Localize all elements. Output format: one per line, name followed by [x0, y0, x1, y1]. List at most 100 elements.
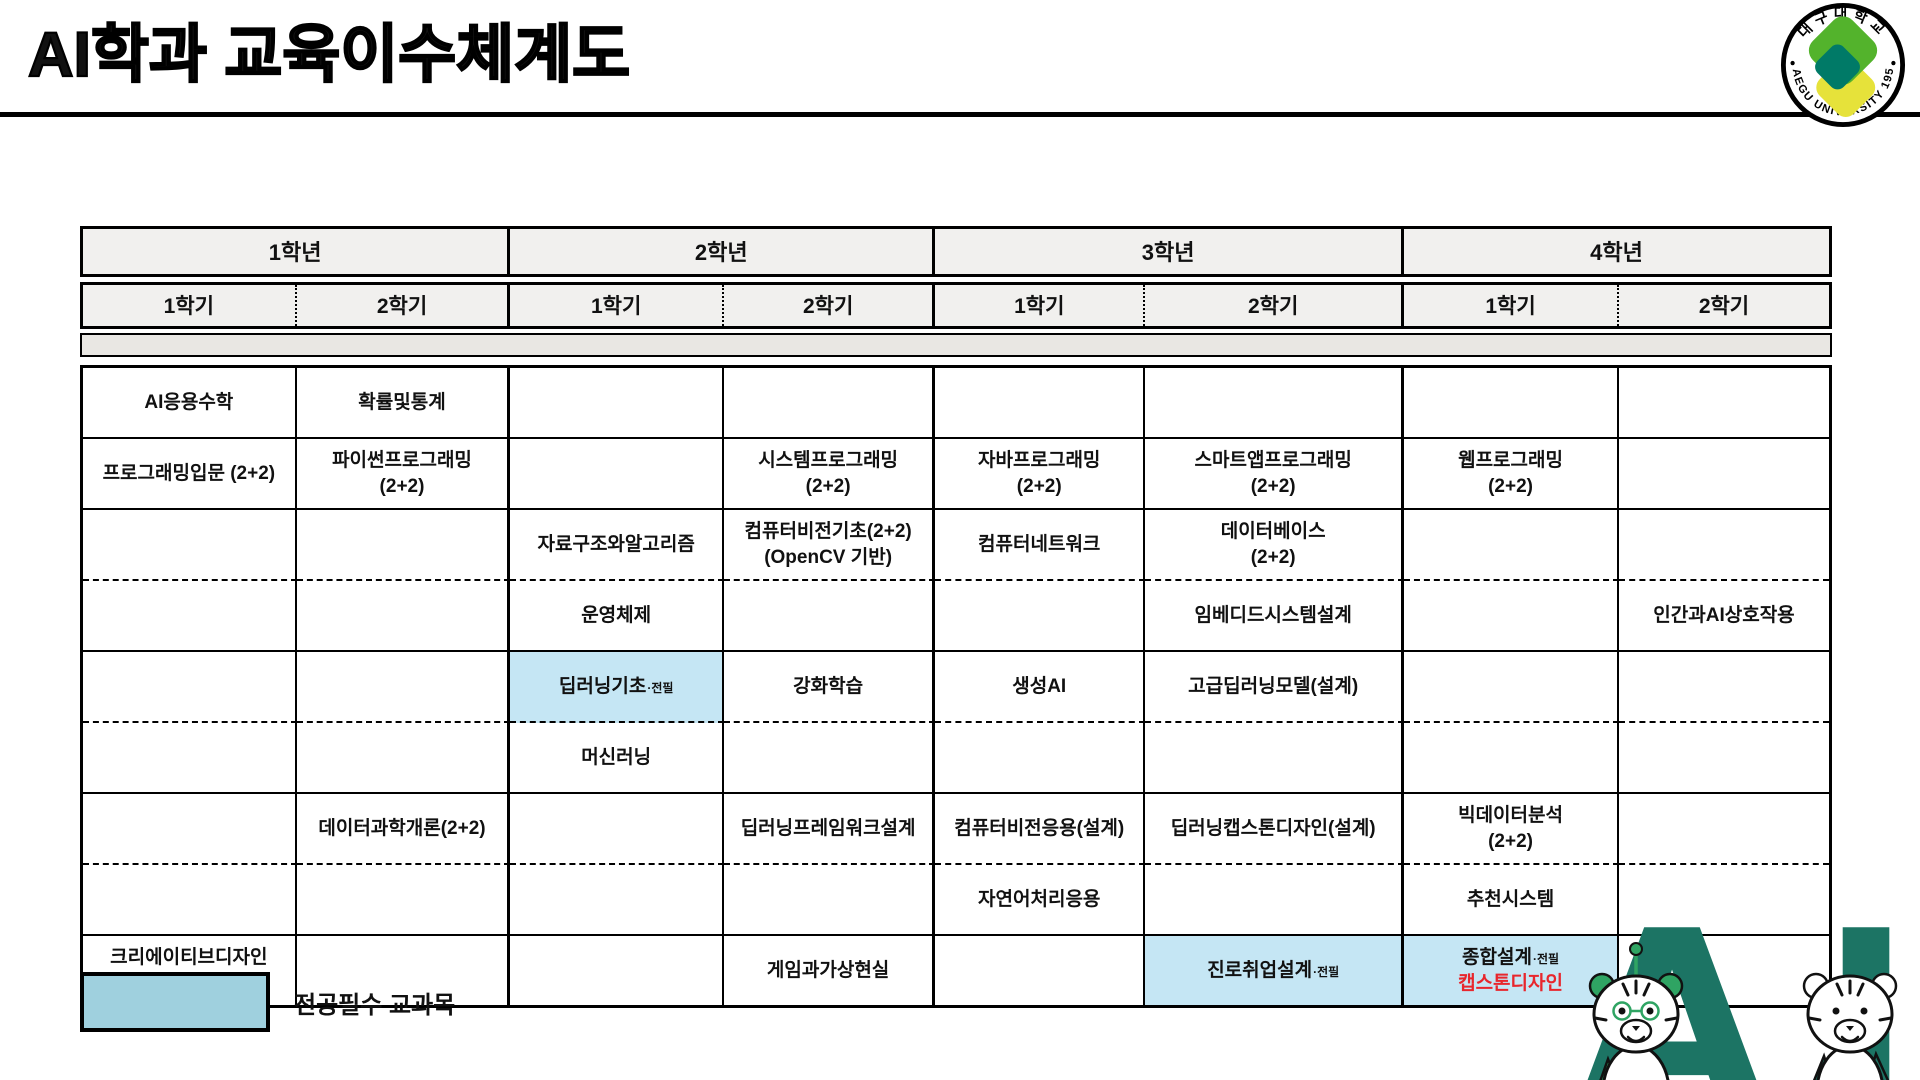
- course-name: 게임과가상현실: [766, 959, 890, 981]
- empty-cell: [1618, 794, 1829, 865]
- course-subtitle: (2+2): [1250, 475, 1296, 497]
- course-cell: 데이터과학개론(2+2): [296, 794, 511, 865]
- course-name: 데이터베이스: [1220, 520, 1326, 542]
- empty-cell: [935, 368, 1146, 439]
- empty-cell: [83, 510, 297, 581]
- empty-cell: [1145, 865, 1405, 936]
- empty-cell: [510, 439, 724, 510]
- empty-cell: [1404, 723, 1619, 794]
- header-divider-line: [0, 112, 1920, 117]
- course-cell: 시스템프로그래밍 (2+2): [724, 439, 936, 510]
- empty-cell: [1618, 865, 1829, 936]
- mascot-tiger-robot-icon: [1588, 942, 1684, 1080]
- course-cell: 스마트앱프로그래밍 (2+2): [1145, 439, 1405, 510]
- course-name: 자바프로그래밍: [978, 449, 1101, 471]
- course-cell: 딥러닝캡스톤디자인(설계): [1145, 794, 1405, 865]
- course-name: 프로그래밍입문 (2+2): [102, 462, 276, 484]
- course-cell: 파이썬프로그래밍 (2+2): [296, 439, 511, 510]
- course-name: 스마트앱프로그래밍: [1194, 449, 1352, 471]
- semester-header: 2학기: [1698, 295, 1750, 318]
- empty-cell: [724, 581, 936, 652]
- empty-cell: [1618, 439, 1829, 510]
- course-subtitle: (2+2): [1488, 830, 1533, 852]
- course-cell: 데이터베이스 (2+2): [1145, 510, 1405, 581]
- course-name: 자료구조와알고리즘: [537, 533, 695, 555]
- course-name: 컴퓨터네트워크: [978, 533, 1101, 555]
- course-subtitle: (2+2): [1016, 475, 1062, 497]
- course-name: 크리에이티브디자인: [110, 946, 268, 968]
- course-name: 빅데이터분석: [1458, 804, 1563, 826]
- course-name: 진로취업설계·전필: [1207, 959, 1340, 981]
- empty-cell: [510, 865, 724, 936]
- course-cell: 종합설계·전필 캡스톤디자인: [1404, 936, 1619, 1005]
- semester-header: 1학기: [935, 285, 1146, 326]
- empty-cell: [1145, 368, 1405, 439]
- course-name: AI응용수학: [144, 391, 234, 413]
- course-cell: 추천시스템: [1404, 865, 1619, 936]
- course-cell: 컴퓨터비전기초(2+2) (OpenCV 기반): [724, 510, 936, 581]
- course-cell: 운영체제: [510, 581, 724, 652]
- page-title: AI학과 교육이수체계도: [27, 19, 631, 91]
- course-cell: 빅데이터분석 (2+2): [1404, 794, 1619, 865]
- course-cell: 머신러닝: [510, 723, 724, 794]
- course-name: 확률및통계: [358, 391, 446, 413]
- logo-leaf-mark-icon: [1808, 16, 1878, 117]
- year-header: 4학년: [1590, 240, 1643, 265]
- empty-cell: [935, 581, 1146, 652]
- course-cell: 생성AI: [935, 652, 1146, 723]
- semester-header: 2학기: [724, 285, 936, 326]
- course-cell: 딥러닝프레임워크설계: [724, 794, 936, 865]
- empty-cell: [83, 794, 297, 865]
- course-name: 자연어처리응용: [978, 888, 1101, 910]
- separator-band: [80, 333, 1832, 357]
- empty-cell: [724, 723, 936, 794]
- course-name: 딥러닝기초·전필: [558, 675, 674, 697]
- course-name: 웹프로그래밍: [1458, 449, 1563, 471]
- course-name: 강화학습: [793, 675, 864, 697]
- empty-cell: [296, 865, 511, 936]
- daegu-university-logo-icon: 대구대학교 DAEGU UNIVERSITY 1956: [1780, 2, 1906, 128]
- course-name: 운영체제: [581, 604, 652, 626]
- empty-cell: [935, 723, 1146, 794]
- empty-cell: [724, 865, 936, 936]
- empty-cell: [83, 865, 297, 936]
- empty-cell: [510, 368, 724, 439]
- empty-cell: [296, 723, 511, 794]
- course-name: 시스템프로그래밍: [758, 449, 899, 471]
- course-cell: 컴퓨터비전응용(설계): [935, 794, 1146, 865]
- course-cell: 딥러닝기초·전필: [510, 652, 724, 723]
- course-name: 파이썬프로그래밍: [332, 449, 472, 471]
- mascot-artwork: AI: [1576, 879, 1912, 1080]
- course-name: 추천시스템: [1466, 888, 1555, 910]
- semester-header-row: 1학기 2학기 1학기 2학기 1학기 2학기 1학기 2학기: [80, 282, 1832, 329]
- course-name: 컴퓨터비전응용(설계): [954, 817, 1125, 839]
- legend: 전공필수 교과목: [80, 972, 455, 1032]
- course-subtitle: (2+2): [1488, 475, 1533, 497]
- mascot-tiger-cape-icon: [1802, 972, 1898, 1080]
- empty-cell: [83, 581, 297, 652]
- course-name: 컴퓨터비전기초(2+2): [744, 520, 912, 542]
- year-header: 3학년: [935, 229, 1405, 274]
- empty-cell: [1404, 368, 1619, 439]
- empty-cell: [1618, 510, 1829, 581]
- empty-cell: [935, 936, 1146, 1005]
- year-header: 1학년: [83, 229, 511, 274]
- course-subtitle: (2+2): [379, 475, 425, 497]
- semester-header: 1학기: [83, 285, 297, 326]
- course-name: 임베디드시스템설계: [1194, 604, 1352, 626]
- semester-header: 1학기: [510, 285, 724, 326]
- course-cell: AI응용수학: [83, 368, 297, 439]
- course-cell: 자료구조와알고리즘: [510, 510, 724, 581]
- empty-cell: [83, 652, 297, 723]
- course-cell: 인간과AI상호작용: [1618, 581, 1829, 652]
- course-cell: 강화학습: [724, 652, 936, 723]
- empty-cell: [296, 581, 511, 652]
- required-tag: ·전필: [647, 680, 674, 695]
- legend-label: 전공필수 교과목: [294, 991, 456, 1019]
- course-cell: 프로그래밍입문 (2+2): [83, 439, 297, 510]
- course-cell: 웹프로그래밍 (2+2): [1404, 439, 1619, 510]
- course-cell: 확률및통계: [296, 368, 511, 439]
- course-cell: 진로취업설계·전필: [1145, 936, 1405, 1005]
- empty-cell: [510, 936, 724, 1005]
- empty-cell: [1404, 652, 1619, 723]
